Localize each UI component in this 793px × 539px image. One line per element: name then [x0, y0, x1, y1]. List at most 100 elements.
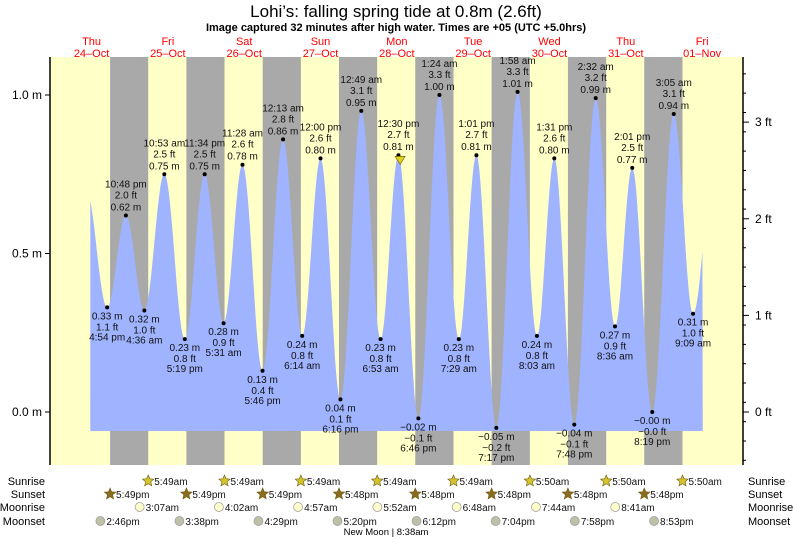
date-label: 25–Oct [150, 48, 185, 60]
high-tide-point [474, 153, 479, 158]
high-tide-time: 12:13 am [262, 103, 304, 114]
high-tide-meters: 1.00 m [424, 82, 455, 93]
low-tide-point [221, 321, 226, 326]
low-tide-point [650, 410, 655, 414]
sunrise-time: 5:50am [612, 477, 645, 488]
high-tide-meters: 0.80 m [539, 145, 570, 156]
high-tide-point [437, 93, 442, 97]
low-tide-feet: 1.0 ft [133, 326, 155, 337]
date-label: 29–Oct [455, 48, 490, 60]
high-tide-point [123, 213, 128, 218]
sunset-row-label-left: Sunset [11, 489, 45, 501]
right-tick-label: 0 ft [755, 405, 772, 419]
high-tide-feet: 2.7 ft [387, 130, 409, 141]
sunset-icon [561, 487, 575, 500]
low-tide-point [494, 425, 499, 430]
date-label: 28–Oct [379, 48, 414, 60]
low-tide-time: 8:03 am [519, 361, 555, 372]
low-tide-meters: 0.04 m [325, 403, 356, 414]
right-tick-label: 1 ft [755, 308, 772, 322]
low-tide-time: 6:53 am [362, 364, 398, 375]
high-tide-meters: 0.81 m [383, 142, 414, 153]
sunrise-icon [218, 474, 231, 487]
low-tide-feet: 1.1 ft [96, 322, 118, 333]
moonrise-time: 5:52am [383, 503, 416, 514]
high-tide-feet: 2.5 ft [194, 149, 216, 160]
high-tide-point [359, 108, 364, 113]
high-tide-time: 1:24 am [421, 59, 457, 70]
sunset-icon [485, 487, 499, 500]
low-tide-meters: 0.24 m [522, 340, 553, 351]
tide-area [90, 92, 703, 432]
current-tide-marker-icon [394, 156, 406, 166]
sunrise-icon [141, 474, 155, 487]
high-tide-meters: 0.95 m [346, 98, 377, 109]
moonrise-icon [293, 502, 303, 512]
high-tide-time: 12:49 am [340, 75, 382, 86]
moonrise-time: 4:02am [225, 503, 258, 514]
high-tide-meters: 0.78 m [227, 152, 258, 163]
low-tide-feet: 0.8 ft [174, 354, 196, 365]
sunrise-icon [447, 474, 460, 487]
moonrise-time: 8:41am [621, 503, 654, 514]
sunset-time: 5:48pm [498, 490, 531, 501]
moonrise-icon [451, 502, 462, 512]
low-tide-time: 4:36 am [126, 336, 162, 347]
moonset-row-label-right: Moonset [748, 516, 790, 528]
high-tide-time: 2:32 am [578, 62, 614, 73]
low-tide-point [534, 333, 539, 338]
low-tide-meters: 0.33 m [92, 311, 123, 322]
high-tide-point [162, 172, 167, 177]
high-tide-time: 12:30 pm [378, 119, 420, 130]
left-tick-label: 1.0 m [12, 88, 42, 102]
high-tide-meters: 0.94 m [658, 101, 689, 112]
low-tide-time: 7:17 pm [478, 453, 514, 464]
high-tide-point [202, 172, 207, 177]
high-tide-meters: 0.62 m [111, 202, 142, 213]
high-tide-feet: 3.3 ft [428, 70, 450, 81]
low-tide-meters: 0.23 m [444, 343, 475, 354]
low-tide-point [300, 333, 305, 338]
day-of-week-label: Tue [464, 36, 483, 48]
sunrise-row-label-right: Sunrise [748, 476, 785, 488]
low-tide-point [456, 337, 461, 342]
low-tide-feet: 0.8 ft [448, 354, 470, 365]
low-tide-time: 9:09 am [675, 339, 711, 350]
sunrise-icon [676, 474, 689, 487]
low-tide-feet: 0.4 ft [251, 386, 273, 397]
moonrise-icon [610, 502, 621, 512]
low-tide-point [416, 416, 421, 421]
high-tide-time: 11:34 pm [184, 138, 225, 149]
low-tide-point [378, 337, 383, 342]
sunset-time: 5:49pm [192, 490, 225, 501]
low-tide-time: 5:46 pm [244, 396, 280, 407]
sunrise-time: 5:49am [383, 477, 416, 488]
low-tide-feet: 0.8 ft [291, 351, 313, 362]
moonset-icon [411, 516, 422, 526]
date-label: 30–Oct [532, 48, 567, 60]
right-tick-label: 2 ft [755, 212, 772, 226]
high-tide-point [630, 165, 635, 170]
high-tide-time: 12:00 pm [300, 122, 342, 133]
sunset-time: 5:49pm [116, 490, 149, 501]
high-tide-feet: 2.8 ft [272, 114, 294, 125]
date-label: 26–Oct [226, 48, 261, 60]
low-tide-time: 8:36 am [597, 351, 633, 362]
sunset-icon [103, 487, 117, 500]
low-tide-feet: 0.8 ft [369, 354, 391, 365]
low-tide-point [142, 308, 147, 313]
low-tide-point [612, 324, 617, 329]
low-tide-feet: −0.2 ft [482, 443, 510, 454]
high-tide-time: 1:31 pm [536, 122, 572, 133]
high-tide-point [552, 156, 557, 161]
moonset-time: 2:46pm [106, 517, 139, 528]
low-tide-time: 6:16 pm [322, 424, 358, 435]
left-tick-label: 0.0 m [12, 405, 42, 419]
low-tide-meters: 0.24 m [287, 340, 318, 351]
high-tide-point [671, 112, 676, 117]
day-of-week-label: Mon [386, 36, 407, 48]
low-tide-meters: −0.02 m [400, 422, 436, 433]
sunrise-icon [294, 474, 308, 487]
moonset-icon [332, 516, 343, 526]
